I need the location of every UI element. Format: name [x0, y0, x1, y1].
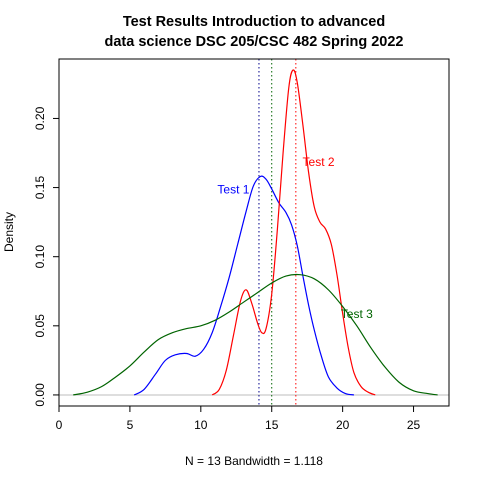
density-curve-test-3: [73, 273, 438, 396]
series-labels: Test 1 Test 2 Test 3: [217, 155, 373, 321]
x-axis: 0 5 10 15 20 25: [56, 405, 421, 432]
series-label-test-3: Test 3: [341, 307, 373, 321]
y-tick-label-0-05: 0.05: [33, 314, 47, 338]
x-tick-label-20: 20: [336, 418, 350, 432]
density-curves: [73, 69, 438, 396]
x-tick-label-10: 10: [194, 418, 208, 432]
density-curve-test-1: [133, 175, 355, 396]
chart-title-line-2: data science DSC 205/CSC 482 Spring 2022: [104, 34, 403, 50]
y-tick-label-0-00: 0.00: [33, 383, 47, 407]
series-label-test-1: Test 1: [217, 183, 249, 197]
chart-title-line-1: Test Results Introduction to advanced: [123, 14, 385, 30]
x-axis-label: N = 13 Bandwidth = 1.118: [185, 454, 323, 468]
reference-lines: [59, 59, 449, 406]
y-axis: 0.00 0.05 0.10 0.15 0.20: [33, 106, 60, 407]
x-tick-label-5: 5: [127, 418, 134, 432]
y-tick-label-0-20: 0.20: [33, 106, 47, 130]
series-label-test-2: Test 2: [303, 155, 335, 169]
y-axis-label: Density: [2, 212, 16, 252]
plot-frame: [58, 58, 450, 407]
y-tick-label-0-15: 0.15: [33, 176, 47, 200]
density-curve-test-2: [211, 69, 376, 396]
y-tick-label-0-10: 0.10: [33, 245, 47, 269]
x-tick-label-25: 25: [407, 418, 421, 432]
x-tick-label-15: 15: [265, 418, 279, 432]
x-tick-label-0: 0: [56, 418, 63, 432]
